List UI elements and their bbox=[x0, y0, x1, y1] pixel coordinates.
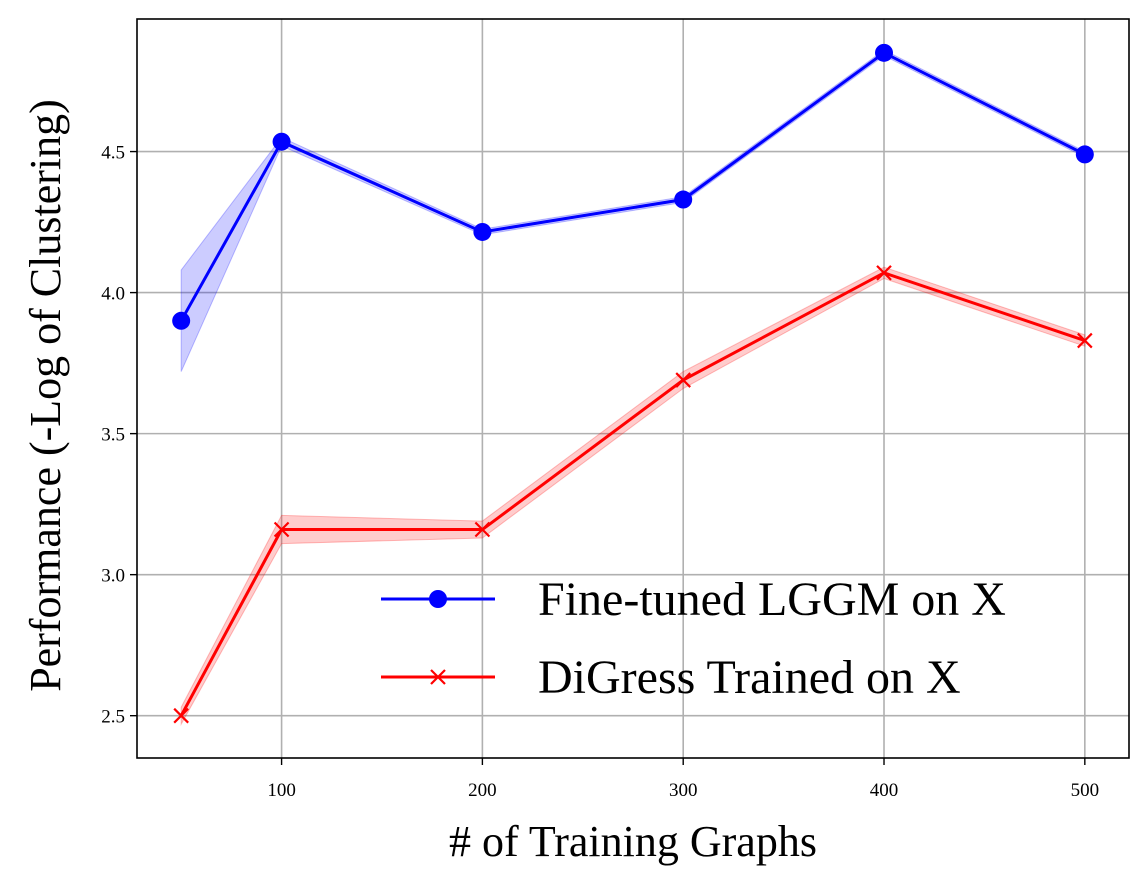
axis-ticks: 100 200 300 400 500 2.5 3.0 3.5 4.0 4.5 bbox=[101, 143, 1099, 801]
point-digress bbox=[1077, 332, 1093, 349]
x-axis-label: # of Training Graphs bbox=[449, 817, 817, 866]
point-finetuned bbox=[875, 43, 894, 62]
point-finetuned bbox=[172, 311, 191, 330]
line-finetuned bbox=[179, 51, 1086, 322]
legend-item-finetuned: Fine-tuned LGGM on X bbox=[381, 573, 1006, 626]
x-tick-label: 100 bbox=[267, 780, 296, 801]
point-finetuned bbox=[473, 222, 492, 241]
legend-marker-digress bbox=[430, 669, 446, 685]
point-digress bbox=[474, 521, 491, 538]
point-finetuned bbox=[1075, 145, 1094, 164]
point-digress bbox=[273, 521, 290, 538]
point-digress bbox=[876, 265, 892, 281]
x-tick-label: 400 bbox=[870, 780, 899, 801]
y-axis-label: Performance (-Log of Clustering) bbox=[21, 99, 70, 692]
legend-item-digress: DiGress Trained on X bbox=[381, 651, 961, 704]
legend: Fine-tuned LGGM on X DiGress Trained on … bbox=[381, 573, 1006, 704]
line-digress bbox=[179, 271, 1086, 717]
grid-lines bbox=[137, 19, 1129, 758]
plot-frame bbox=[136, 18, 1130, 759]
x-tick-label: 200 bbox=[468, 780, 497, 801]
y-tick-label: 3.0 bbox=[101, 566, 125, 587]
x-tick-label: 300 bbox=[669, 780, 698, 801]
point-finetuned bbox=[674, 190, 693, 209]
point-digress bbox=[173, 707, 189, 724]
legend-marker-finetuned bbox=[429, 590, 447, 608]
series-lines bbox=[179, 51, 1086, 717]
band-finetuned bbox=[180, 49, 1086, 372]
series-markers bbox=[172, 43, 1094, 724]
band-digress bbox=[180, 266, 1086, 727]
point-finetuned bbox=[272, 132, 291, 151]
legend-label-finetuned: Fine-tuned LGGM on X bbox=[538, 573, 1006, 626]
x-tick-label: 500 bbox=[1071, 780, 1100, 801]
legend-label-digress: DiGress Trained on X bbox=[538, 651, 961, 704]
y-tick-label: 4.5 bbox=[101, 143, 125, 164]
y-tick-label: 2.5 bbox=[101, 707, 125, 728]
point-digress bbox=[675, 372, 691, 388]
y-tick-label: 3.5 bbox=[101, 425, 125, 446]
y-tick-label: 4.0 bbox=[101, 284, 125, 305]
